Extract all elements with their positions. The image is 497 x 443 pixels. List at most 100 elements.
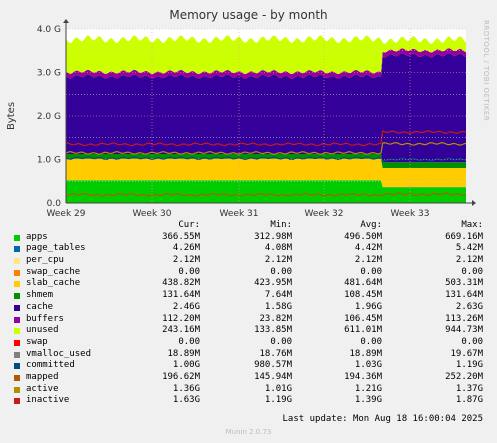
legend-min: 312.98M: [254, 231, 292, 242]
legend-min: 980.57M: [254, 360, 292, 371]
legend-avg: 481.64M: [344, 278, 382, 289]
legend-swatch: [14, 386, 20, 393]
munin-version: Munin 2.0.73: [225, 428, 272, 436]
legend-min: 4.08M: [264, 243, 292, 254]
legend-swatch: [14, 304, 20, 311]
legend-max: 1.19G: [455, 360, 483, 371]
legend-swatch: [14, 269, 20, 276]
legend-table: Cur: Min: Avg: Max: apps 366.55M 312.98M 49…: [0, 220, 497, 407]
legend-max: 0.00: [461, 336, 483, 347]
legend-min: 145.94M: [254, 371, 292, 382]
legend-max: 1.37G: [455, 383, 483, 394]
legend-min: 0.00: [270, 336, 292, 347]
legend-cur: 1.63G: [172, 395, 200, 406]
legend-row: apps 366.55M 312.98M 496.50M 669.16M: [0, 232, 497, 244]
legend-row: shmem 131.64M 7.64M 108.45M 131.64M: [0, 290, 497, 302]
legend-name: unused: [26, 325, 59, 336]
memory-chart: 0.0 1.0 G 2.0 G 3.0 G 4.0 G Week 29 Week 30 Wee…: [6, 19, 476, 219]
legend-max: 5.42M: [455, 243, 483, 254]
legend-swatch: [14, 374, 20, 381]
legend-row: unused 243.16M 133.85M 611.01M 944.73M: [0, 325, 497, 337]
legend-header-row: Cur: Min: Avg: Max:: [0, 220, 497, 232]
x-tick-label: Week 29: [47, 209, 86, 219]
header-min: Min:: [270, 220, 292, 230]
legend-avg: 4.42M: [354, 243, 382, 254]
legend-cur: 243.16M: [162, 325, 200, 336]
y-tick-label: 0.0: [47, 199, 62, 209]
legend-swatch: [14, 398, 20, 405]
legend-name: committed: [26, 360, 75, 371]
legend-avg: 1.03G: [354, 360, 382, 371]
legend-swatch: [14, 246, 20, 253]
legend-swatch: [14, 328, 20, 335]
legend-min: 18.76M: [259, 348, 292, 359]
y-tick-label: 3.0 G: [37, 69, 61, 79]
legend-avg: 1.96G: [354, 301, 382, 312]
header-cur: Cur:: [178, 220, 200, 230]
legend-row: swap 0.00 0.00 0.00 0.00: [0, 337, 497, 349]
legend-max: 19.67M: [450, 348, 483, 359]
legend-avg: 0.00: [360, 266, 382, 277]
legend-swatch: [14, 281, 20, 288]
legend-cur: 112.20M: [162, 313, 200, 324]
legend-swatch: [14, 316, 20, 323]
legend-cur: 0.00: [178, 336, 200, 347]
legend-row: inactive 1.63G 1.19G 1.39G 1.87G: [0, 395, 497, 407]
legend-avg: 1.21G: [354, 383, 382, 394]
legend-avg: 2.12M: [354, 255, 382, 266]
legend-row: mapped 196.62M 145.94M 194.36M 252.20M: [0, 372, 497, 384]
legend-avg: 496.50M: [344, 231, 382, 242]
legend-name: swap_cache: [26, 266, 81, 277]
area-apps: [66, 180, 466, 203]
x-tick-label: Week 30: [133, 209, 172, 219]
legend-min: 0.00: [270, 266, 292, 277]
legend-swatch: [14, 293, 20, 300]
legend-avg: 194.36M: [344, 371, 382, 382]
legend-name: slab_cache: [26, 278, 81, 289]
legend-max: 669.16M: [445, 231, 483, 242]
header-max: Max:: [461, 220, 483, 230]
legend-avg: 108.45M: [344, 290, 382, 301]
legend-avg: 0.00: [360, 336, 382, 347]
legend-avg: 18.89M: [349, 348, 382, 359]
last-update: Last update: Mon Aug 18 16:00:04 2025: [282, 414, 483, 424]
line-active: [65, 142, 467, 155]
legend-avg: 611.01M: [344, 325, 382, 336]
legend-swatch: [14, 234, 20, 241]
legend-name: mapped: [26, 371, 59, 382]
legend-cur: 2.12M: [172, 255, 200, 266]
legend-avg: 1.39G: [354, 395, 382, 406]
legend-cur: 196.62M: [162, 371, 200, 382]
area-unused: [66, 35, 466, 75]
legend-row: slab_cache 438.82M 423.95M 481.64M 503.31M: [0, 278, 497, 290]
legend-name: vmalloc_used: [26, 348, 92, 359]
legend-max: 2.63G: [455, 301, 483, 312]
legend-max: 503.31M: [445, 278, 483, 289]
legend-min: 2.12M: [264, 255, 292, 266]
legend-swatch: [14, 258, 20, 265]
legend-name: active: [26, 383, 59, 394]
legend-cur: 1.00G: [172, 360, 200, 371]
legend-min: 133.85M: [254, 325, 292, 336]
y-tick-label: 4.0 G: [37, 25, 61, 35]
legend-name: swap: [26, 336, 48, 347]
legend-max: 2.12M: [455, 255, 483, 266]
legend-swatch: [14, 363, 20, 370]
legend-max: 131.64M: [445, 290, 483, 301]
legend-cur: 18.89M: [167, 348, 200, 359]
x-axis-arrow: [472, 200, 476, 206]
x-tick-label: Week 33: [391, 209, 430, 219]
legend-row: swap_cache 0.00 0.00 0.00 0.00: [0, 267, 497, 279]
area-buffers: [66, 48, 466, 79]
legend-name: page_tables: [26, 243, 86, 254]
legend-row: vmalloc_used 18.89M 18.76M 18.89M 19.67M: [0, 349, 497, 361]
y-tick-label: 1.0 G: [37, 156, 61, 166]
chart-title: Memory usage - by month: [169, 8, 328, 22]
legend-min: 423.95M: [254, 278, 292, 289]
legend-max: 0.00: [461, 266, 483, 277]
y-axis-arrow: [63, 19, 69, 23]
legend-row: per_cpu 2.12M 2.12M 2.12M 2.12M: [0, 255, 497, 267]
legend-max: 1.87G: [455, 395, 483, 406]
legend-name: cache: [26, 301, 54, 312]
legend-cur: 438.82M: [162, 278, 200, 289]
